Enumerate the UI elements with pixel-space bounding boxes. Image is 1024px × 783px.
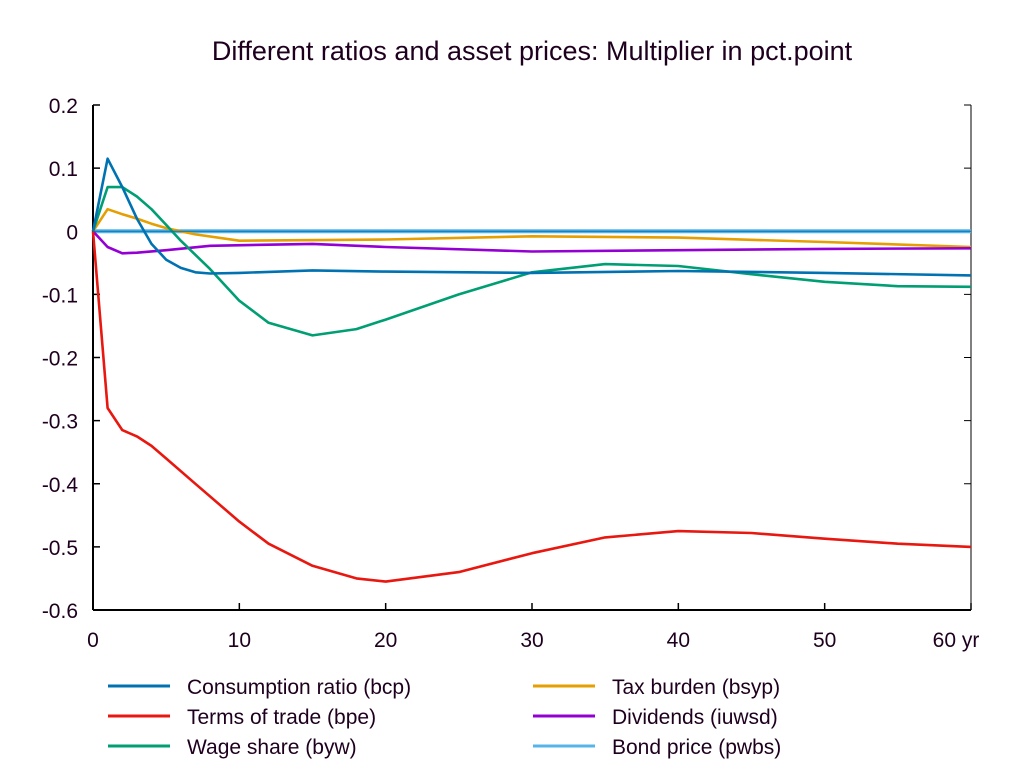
y-tick-label: -0.1 bbox=[42, 284, 78, 307]
legend-label: Terms of trade (bpe) bbox=[187, 706, 376, 729]
legend-item: Consumption ratio (bcp) bbox=[108, 676, 411, 699]
y-tick-label: -0.6 bbox=[42, 600, 78, 623]
legend-item: Bond price (pwbs) bbox=[533, 736, 781, 759]
x-tick-label: 40 bbox=[667, 629, 690, 652]
x-tick-label: 20 bbox=[374, 629, 397, 652]
y-tick-label: -0.5 bbox=[42, 537, 78, 560]
series-line-1 bbox=[91, 231, 972, 583]
y-tick-label: 0.2 bbox=[49, 95, 78, 118]
legend-label: Dividends (iuwsd) bbox=[612, 706, 778, 729]
series-line-3 bbox=[91, 207, 972, 249]
chart-title: Different ratios and asset prices: Multi… bbox=[212, 36, 853, 66]
y-tick-label: 0.1 bbox=[49, 158, 78, 181]
legend-label: Wage share (byw) bbox=[187, 736, 357, 759]
y-tick-label: -0.2 bbox=[42, 348, 78, 371]
x-tick-label: 30 bbox=[520, 629, 543, 652]
y-tick-label: -0.4 bbox=[42, 474, 79, 497]
legend-label: Bond price (pwbs) bbox=[612, 736, 781, 759]
series-line-2 bbox=[91, 185, 972, 337]
legend-label: Consumption ratio (bcp) bbox=[187, 676, 411, 699]
legend-item: Dividends (iuwsd) bbox=[533, 706, 778, 729]
x-tick-label: 10 bbox=[228, 629, 251, 652]
legend-item: Terms of trade (bpe) bbox=[108, 706, 376, 729]
legend-label: Tax burden (bsyp) bbox=[612, 676, 780, 699]
x-tick-label: 0 bbox=[87, 629, 99, 652]
x-tick-label: 60 yr bbox=[933, 629, 980, 652]
series-line-0 bbox=[91, 157, 972, 277]
series-line-4 bbox=[92, 230, 972, 255]
y-tick-label: 0 bbox=[66, 221, 78, 244]
x-tick-label: 50 bbox=[813, 629, 836, 652]
legend-item: Wage share (byw) bbox=[108, 736, 357, 759]
legend-item: Tax burden (bsyp) bbox=[533, 676, 780, 699]
y-tick-label: -0.3 bbox=[42, 411, 78, 434]
